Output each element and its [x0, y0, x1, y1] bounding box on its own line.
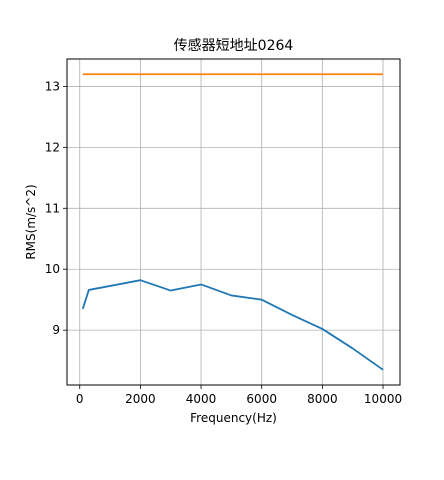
y-axis-label: RMS(m/s^2) [24, 184, 38, 259]
plot-frame [66, 58, 401, 386]
y-tick-label: 12 [45, 140, 60, 154]
y-tick-label: 9 [52, 323, 60, 337]
x-axis-ticks: 0 2000 4000 6000 8000 10000 [76, 385, 402, 406]
x-tick-label: 4000 [186, 392, 217, 406]
x-tick-label: 2000 [125, 392, 156, 406]
series-line-1 [81, 279, 384, 371]
grid [67, 59, 400, 385]
x-tick-label: 6000 [246, 392, 277, 406]
y-tick-label: 13 [45, 79, 60, 93]
series-layer [81, 73, 384, 371]
x-tick-label: 0 [76, 392, 84, 406]
y-tick-label: 11 [45, 201, 60, 215]
x-tick-label: 8000 [307, 392, 338, 406]
chart-title: 传感器短地址0264 [174, 37, 294, 54]
y-tick-label: 10 [45, 262, 60, 276]
x-axis-label: Frequency(Hz) [190, 411, 277, 425]
y-axis-ticks: 9 10 11 12 13 [45, 79, 67, 337]
x-tick-label: 10000 [364, 392, 402, 406]
